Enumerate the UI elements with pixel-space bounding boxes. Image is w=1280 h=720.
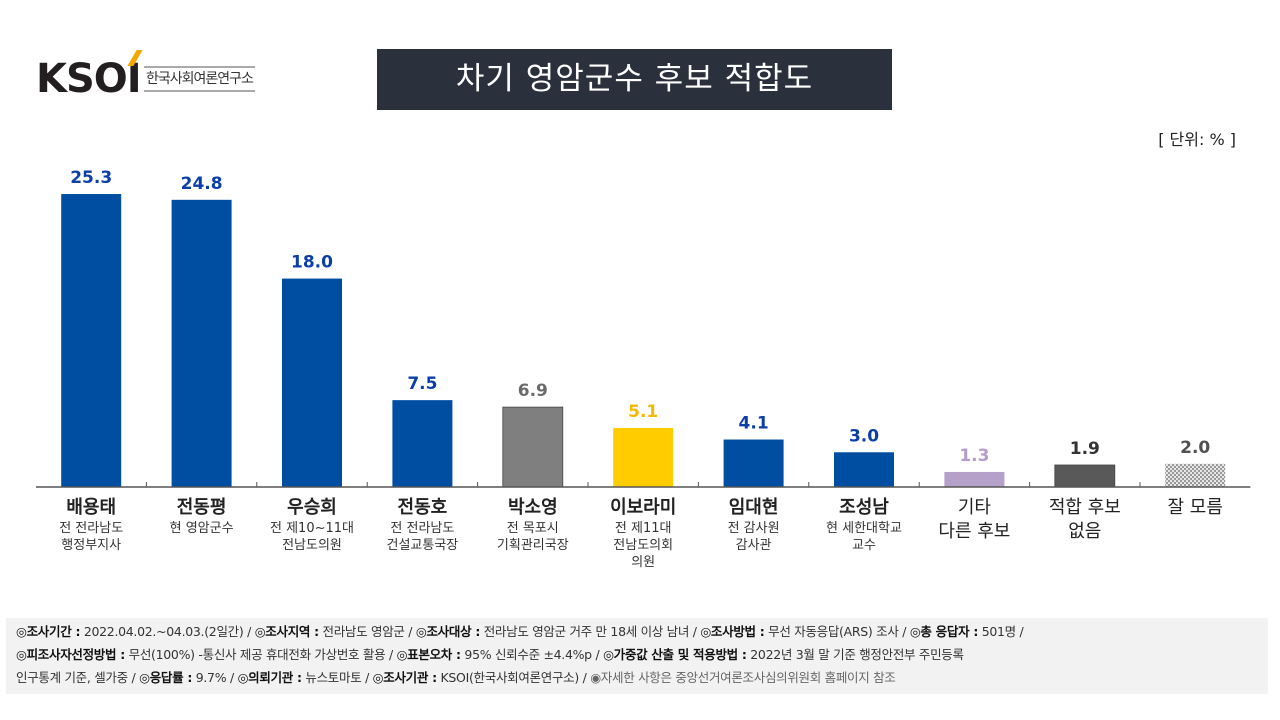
bar-3 xyxy=(282,278,342,487)
footer-value: 무선(100%) -통신사 제공 휴대전화 가상번호 활용 / xyxy=(124,647,397,662)
data-label: 1.3 xyxy=(959,446,989,466)
category-description: 전 감사원 감사관 xyxy=(727,521,780,553)
footer-value: 무선 자동응답(ARS) 조사 / xyxy=(764,624,910,639)
footer-key: ◎조사기간 : xyxy=(16,624,81,639)
bar-1 xyxy=(61,194,122,487)
footer-value: 95% 신뢰수준 ±4.4%p / xyxy=(460,647,604,662)
footer-line-2: ◎피조사자선정방법 : 무선(100%) -통신사 제공 휴대전화 가상번호 활… xyxy=(16,643,1268,666)
footer-key: ◎총 응답자 : xyxy=(909,624,979,639)
category-description: 전 목포시 기획관리국장 xyxy=(496,521,569,553)
category-label: 기타 다른 후보 xyxy=(919,496,1029,544)
category-description: 전 제11대 전남도의회 의원 xyxy=(613,521,674,570)
bar-4 xyxy=(392,400,453,487)
footer-value: 전라남도 영암군 거주 만 18세 이상 남녀 / xyxy=(480,624,701,639)
footer-value: 전라남도 영암군 / xyxy=(318,624,416,639)
data-label: 25.3 xyxy=(70,168,112,188)
footer-line-1: ◎조사기간 : 2022.04.02.~04.03.(2일간) / ◎조사지역 … xyxy=(16,620,1268,643)
category-name: 우승희 xyxy=(287,497,337,518)
data-label: 6.9 xyxy=(518,381,548,401)
footer-key: ◎표본오차 : xyxy=(396,647,461,662)
footer-value: 2022.04.02.~04.03.(2일간) / xyxy=(80,624,255,639)
footer-key: ◎조사기관 : xyxy=(372,670,437,685)
logo-brand: KSOI xyxy=(36,56,142,102)
category-name: 잘 모름 xyxy=(1167,497,1223,518)
category-label: 적합 후보 없음 xyxy=(1030,496,1140,544)
data-label: 2.0 xyxy=(1180,438,1210,458)
category-description: 전 전라남도 행정부지사 xyxy=(59,521,124,553)
category-description: 현 영암군수 xyxy=(169,521,234,536)
category-description: 전 전라남도 건설교통국장 xyxy=(386,521,459,553)
data-label: 1.9 xyxy=(1070,439,1100,459)
footer-key: ◎조사방법 : xyxy=(700,624,765,639)
category-description: 전 제10~11대 전남도의원 xyxy=(270,521,354,553)
footer-value: 501명 / xyxy=(978,624,1024,639)
bar-chart: 25.3 24.8 18.0 7.5 6.9 5.1 4.1 3.0 1.3 1.9 2.0 xyxy=(36,168,1251,488)
category-name: 전동호 xyxy=(397,497,448,518)
footer-value: 뉴스토마토 / xyxy=(301,670,373,685)
logo-subtitle: 한국사회여론연구소 xyxy=(144,66,255,92)
bar-5 xyxy=(502,406,564,488)
data-label: 4.1 xyxy=(739,414,769,434)
bar-2 xyxy=(171,199,232,488)
category-name: 임대현 xyxy=(728,497,779,518)
category-name: 이보라미 xyxy=(610,497,677,518)
footer-value: 9.7% / xyxy=(192,670,238,685)
footer-value: 인구통계 기준, 셀가중 / xyxy=(16,670,140,685)
bar-10 xyxy=(1054,464,1116,488)
chart-title: 차기 영암군수 후보 적합도 xyxy=(377,49,892,110)
bar-7 xyxy=(723,439,784,487)
data-label: 3.0 xyxy=(849,426,879,446)
data-label: 24.8 xyxy=(181,174,223,194)
category-name: 적합 후보 없음 xyxy=(1048,497,1121,542)
bar-11 xyxy=(1165,463,1226,487)
data-label: 18.0 xyxy=(291,253,333,273)
category-name: 배용태 xyxy=(66,497,117,518)
footer-line-3: 인구통계 기준, 셀가중 / ◎응답률 : 9.7% / ◎의뢰기관 : 뉴스토… xyxy=(16,666,1268,689)
data-label: 5.1 xyxy=(628,402,658,422)
category-name: 기타 다른 후보 xyxy=(938,497,1011,542)
footer-key: ◎가중값 산출 및 적용방법 : xyxy=(603,647,747,662)
survey-footer: ◎조사기간 : 2022.04.02.~04.03.(2일간) / ◎조사지역 … xyxy=(6,618,1268,694)
bar-8 xyxy=(834,452,894,487)
bar-6 xyxy=(613,427,674,487)
category-description: 현 세한대학교 교수 xyxy=(826,521,902,553)
footer-key: ◎조사대상 : xyxy=(415,624,481,639)
data-label: 7.5 xyxy=(407,374,437,394)
category-name: 전동평 xyxy=(176,497,227,518)
category-name: 박소영 xyxy=(507,497,558,518)
bar-9 xyxy=(944,471,1005,487)
category-labels: 배용태 전 전라남도 행정부지사 전동평 현 영암군수 우승희 전 제10~11대 전남도… xyxy=(0,496,1280,596)
footer-value: 2022년 3월 말 기준 행정안전부 주민등록 xyxy=(746,647,964,662)
unit-label: [ 단위: % ] xyxy=(1158,130,1236,149)
footer-value: KSOI(한국사회여론연구소) / xyxy=(436,670,591,685)
category-name: 조성남 xyxy=(839,497,889,518)
footer-key: ◎의뢰기관 : xyxy=(237,670,302,685)
category-label: 잘 모름 xyxy=(1140,496,1250,520)
footer-key: ◎응답률 : xyxy=(139,670,193,685)
footer-note: ◉자세한 사항은 중앙선거여론조사심의위원회 홈페이지 참조 xyxy=(590,670,896,685)
footer-key: ◎조사지역 : xyxy=(254,624,319,639)
footer-key: ◎피조사자선정방법 : xyxy=(16,647,125,662)
